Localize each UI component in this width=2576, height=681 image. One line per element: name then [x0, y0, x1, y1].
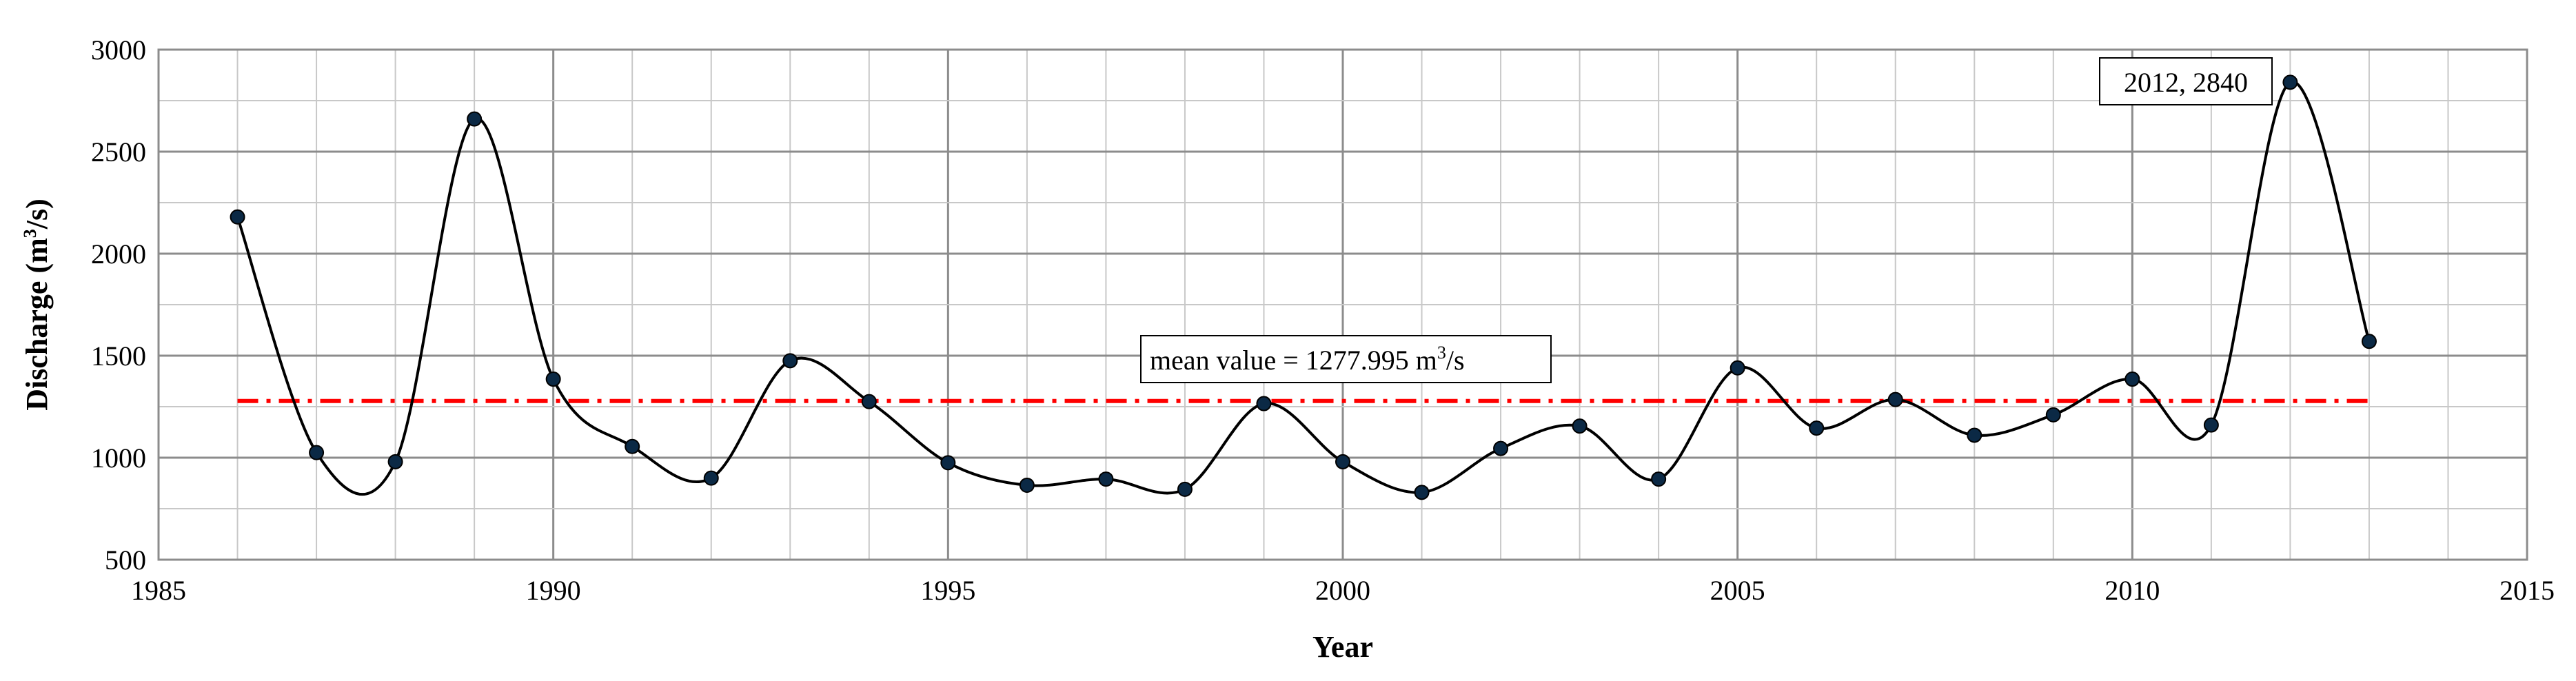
data-point — [940, 455, 956, 471]
data-point — [625, 438, 640, 454]
mean-value-annotation: mean value = 1277.995 m3/s — [1140, 335, 1552, 383]
data-point — [2282, 74, 2298, 90]
data-point — [1019, 477, 1035, 493]
peak-annotation: 2012, 2840 — [2099, 57, 2273, 105]
data-point — [230, 209, 245, 225]
mean-value-label-box — [1140, 335, 1552, 383]
y-tick-label: 2000 — [91, 238, 146, 270]
data-point — [467, 111, 483, 127]
x-tick-label: 1985 — [131, 575, 186, 606]
data-point — [1335, 454, 1350, 469]
x-tick-label: 1995 — [920, 575, 975, 606]
data-point — [1730, 360, 1745, 376]
peak-label-box — [2099, 57, 2273, 105]
data-point — [1967, 427, 1982, 443]
x-tick-label: 1990 — [526, 575, 581, 606]
discharge-markers — [230, 74, 2377, 500]
data-point — [2124, 372, 2140, 387]
x-tick-label: 2015 — [2499, 575, 2555, 606]
x-tick-label: 2005 — [1710, 575, 1765, 606]
data-point — [1651, 471, 1667, 487]
data-point — [1177, 481, 1193, 497]
data-point — [2203, 417, 2219, 433]
data-point — [1256, 396, 1272, 411]
data-point — [1098, 471, 1114, 487]
data-point — [309, 445, 325, 460]
y-tick-label: 1000 — [91, 443, 146, 474]
y-axis-title: Discharge (m3/s) — [20, 199, 54, 411]
data-point — [1493, 440, 1509, 456]
y-tick-label: 1500 — [91, 340, 146, 372]
data-point — [1887, 392, 1903, 407]
data-point — [782, 353, 798, 369]
discharge-series-line — [236, 80, 2371, 496]
data-point — [2361, 334, 2377, 349]
data-point — [703, 470, 719, 486]
mean-value-label: mean value = 1277.995 m3/s — [1150, 343, 1465, 376]
data-point — [545, 372, 561, 387]
data-point — [387, 454, 403, 469]
data-point — [2045, 407, 2061, 423]
x-tick-labels: 1985 1990 1995 2000 2005 2010 2015 — [131, 575, 2555, 606]
y-tick-labels: 500 1000 1500 2000 2500 3000 — [91, 34, 146, 576]
plot-border — [157, 48, 2528, 561]
data-point — [1572, 418, 1588, 434]
data-point — [1809, 420, 1825, 436]
y-tick-label: 3000 — [91, 34, 146, 65]
x-tick-label: 2010 — [2105, 575, 2160, 606]
data-point — [861, 394, 877, 409]
data-point — [1414, 485, 1430, 500]
y-tick-label: 2500 — [91, 136, 146, 167]
y-tick-label: 500 — [105, 545, 146, 576]
x-axis-title: Year — [1312, 630, 1373, 664]
peak-label: 2012, 2840 — [2124, 67, 2248, 98]
x-tick-label: 2000 — [1315, 575, 1370, 606]
